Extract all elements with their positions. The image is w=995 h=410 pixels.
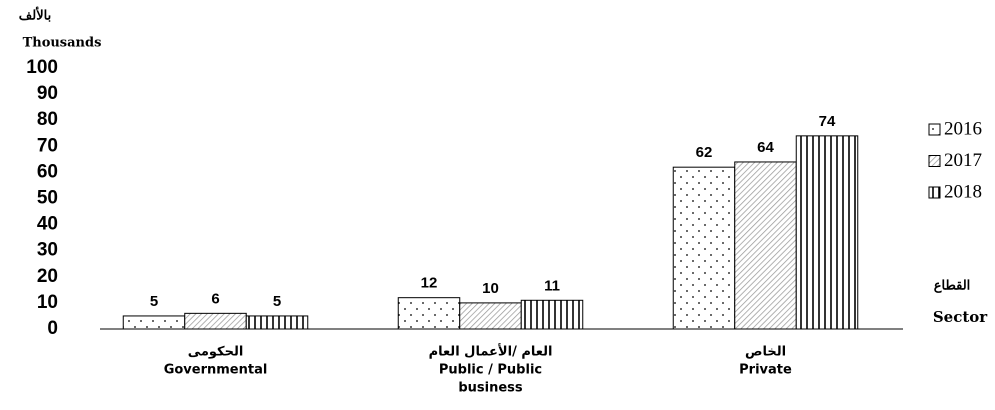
legend-swatch [928,186,941,199]
data-label: 64 [757,139,774,156]
bar [459,302,522,330]
y-tick-label: 50 [37,188,58,209]
y-tick-label: 10 [37,292,58,313]
bar [184,312,247,330]
x-tick-label: Private [739,363,792,378]
x-tick-label: الخاص [745,345,786,360]
bar [795,135,859,330]
data-label: 6 [211,290,219,307]
legend-label: 2016 [944,118,982,139]
bar [672,166,736,330]
x-tick-label: Public / Public [439,363,542,378]
y-tick-label: 80 [37,109,58,130]
legend-label: 2017 [944,150,982,171]
y-tick-label: 70 [37,135,58,156]
data-label: 12 [421,275,438,292]
bar [245,315,309,330]
y-tick-label: 30 [37,240,58,261]
legend-swatch [928,155,941,167]
legend-label: 2018 [944,181,982,202]
data-label: 74 [819,113,836,130]
bar [520,299,584,330]
y-tick-label: 40 [37,214,58,235]
bar [397,297,461,330]
data-label: 62 [696,144,713,161]
legend-swatch [928,123,941,136]
x-tick-label: Governmental [164,363,268,378]
x-label-ar: القطاع [934,279,971,294]
data-label: 10 [482,280,499,297]
x-label-en: Sector [933,308,988,326]
y-tick-label: 60 [37,161,58,182]
x-tick-label: العام /الأعمال العام [429,343,553,360]
y-tick-label: 20 [37,266,58,287]
y-tick-label: 0 [47,318,58,339]
bar [122,315,186,330]
data-label: 5 [273,293,281,310]
data-label: 11 [544,277,560,294]
data-label: 5 [150,293,158,310]
y-unit-en: Thousands [23,36,102,51]
y-tick-label: 100 [26,57,58,78]
bar [734,161,797,330]
x-tick-label: الحكومى [188,345,244,360]
y-unit-ar: بالألف [19,7,51,24]
x-tick-label: business [458,381,523,396]
y-tick-label: 90 [37,83,58,104]
